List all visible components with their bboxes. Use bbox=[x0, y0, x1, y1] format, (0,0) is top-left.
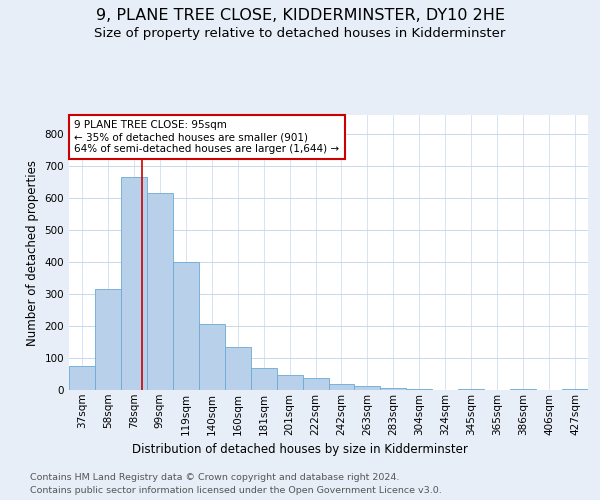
Bar bbox=[380, 388, 406, 390]
Text: Distribution of detached houses by size in Kidderminster: Distribution of detached houses by size … bbox=[132, 442, 468, 456]
Text: Contains public sector information licensed under the Open Government Licence v3: Contains public sector information licen… bbox=[30, 486, 442, 495]
Bar bbox=[458, 389, 484, 390]
Bar bbox=[510, 389, 536, 390]
Bar bbox=[277, 374, 302, 390]
Text: 9, PLANE TREE CLOSE, KIDDERMINSTER, DY10 2HE: 9, PLANE TREE CLOSE, KIDDERMINSTER, DY10… bbox=[95, 8, 505, 22]
Bar bbox=[251, 368, 277, 390]
Text: Contains HM Land Registry data © Crown copyright and database right 2024.: Contains HM Land Registry data © Crown c… bbox=[30, 472, 400, 482]
Bar bbox=[147, 194, 173, 390]
Y-axis label: Number of detached properties: Number of detached properties bbox=[26, 160, 39, 346]
Text: Size of property relative to detached houses in Kidderminster: Size of property relative to detached ho… bbox=[94, 28, 506, 40]
Bar bbox=[355, 386, 380, 390]
Bar bbox=[121, 178, 147, 390]
Bar bbox=[329, 384, 355, 390]
Bar bbox=[199, 324, 224, 390]
Bar bbox=[69, 366, 95, 390]
Bar bbox=[225, 347, 251, 390]
Bar bbox=[95, 290, 121, 390]
Bar bbox=[302, 378, 329, 390]
Bar bbox=[406, 389, 432, 390]
Text: 9 PLANE TREE CLOSE: 95sqm
← 35% of detached houses are smaller (901)
64% of semi: 9 PLANE TREE CLOSE: 95sqm ← 35% of detac… bbox=[74, 120, 340, 154]
Bar bbox=[173, 262, 199, 390]
